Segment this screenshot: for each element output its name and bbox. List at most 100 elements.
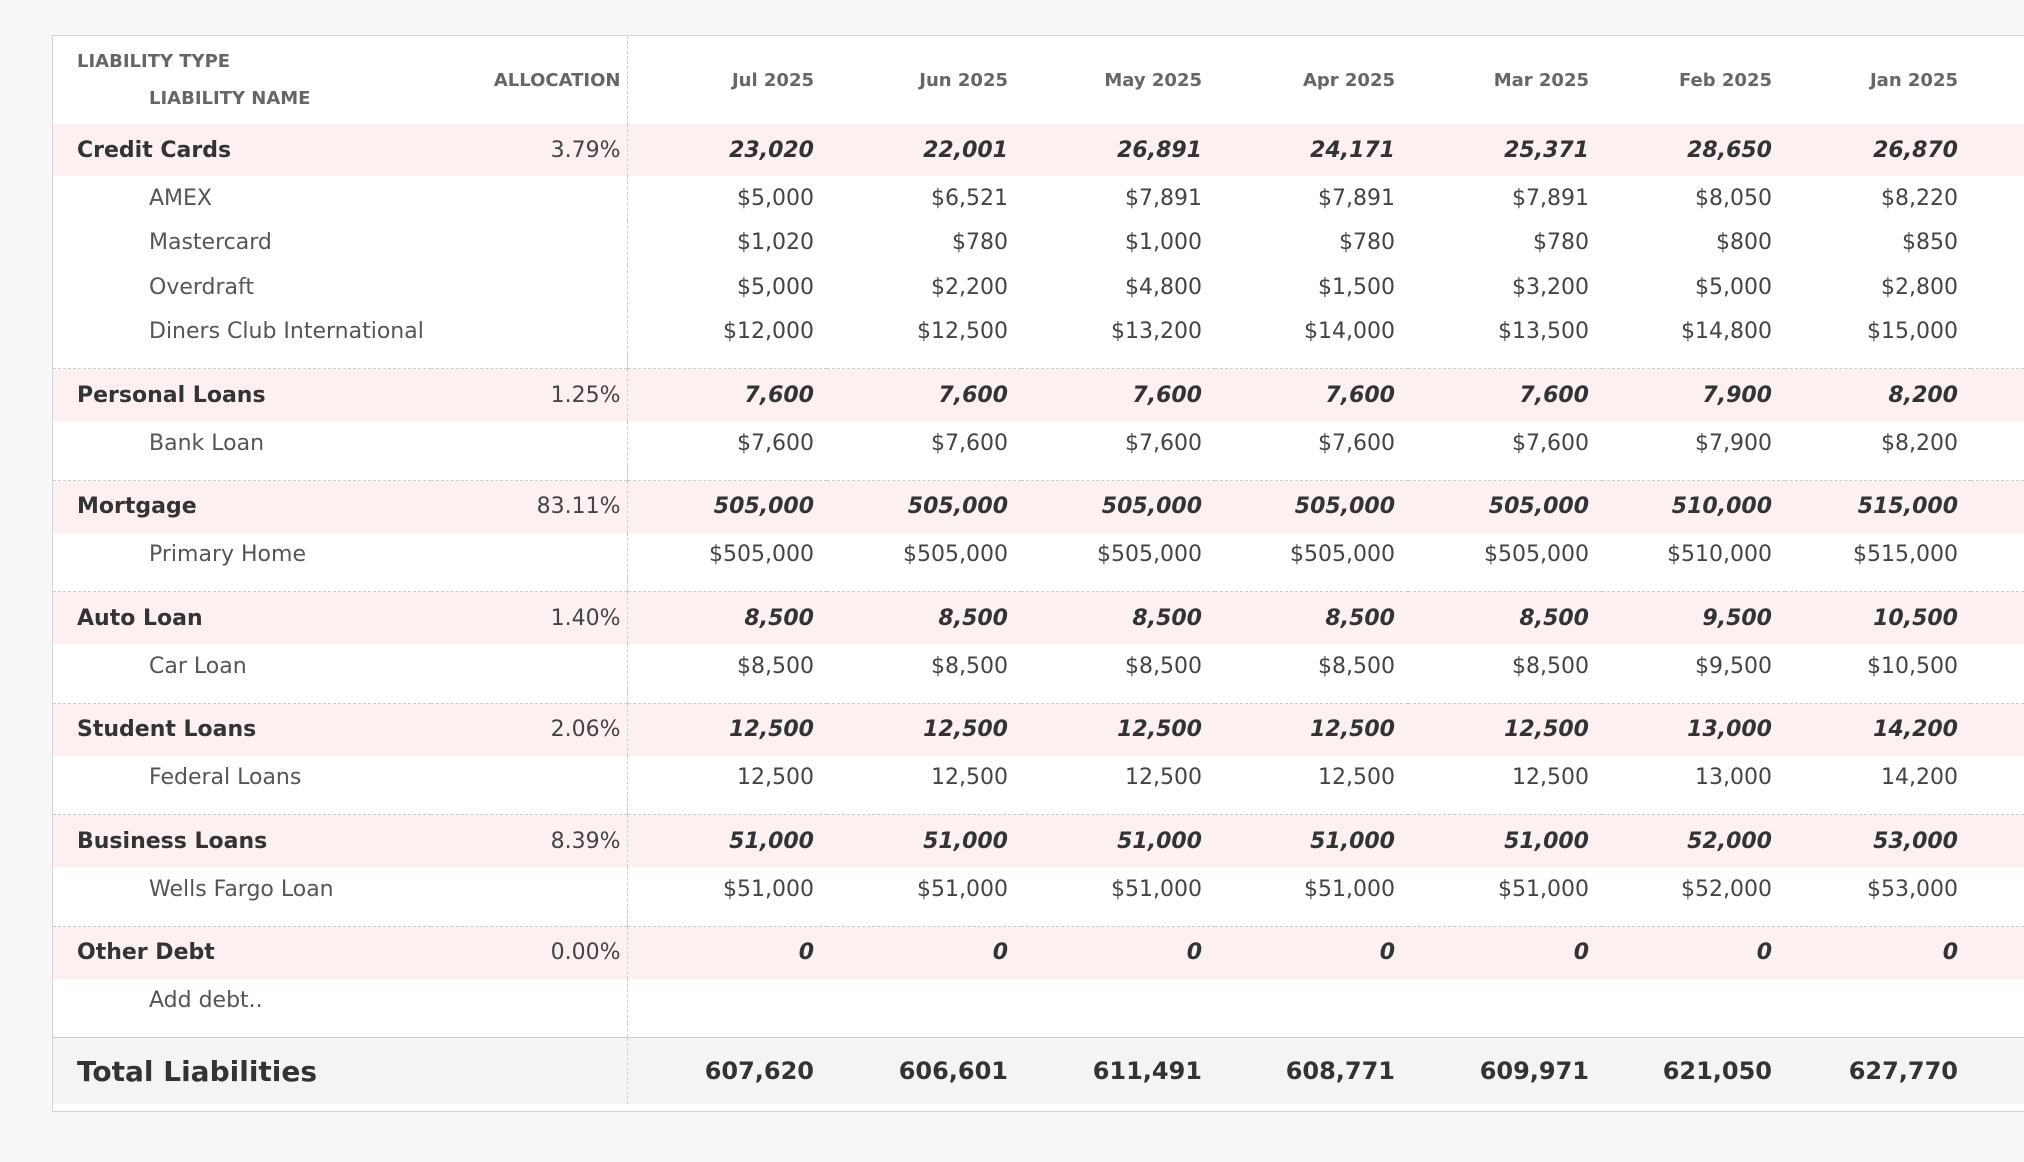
item-value: $780 [1339,230,1395,256]
group-name: Mortgage [53,479,431,533]
spacer [1408,466,1602,481]
item-value: $850 [1902,230,1958,256]
spacer [1215,577,1408,592]
total-value: 609,971 [1408,1037,1602,1104]
spacer [827,689,1021,704]
month-header: Jun 2025 [919,69,1008,91]
item-row: Bank Loan $7,600 $7,600 $7,600 $7,600 $7,600 $… [53,421,2024,466]
group-total: 7,600 [827,368,1021,421]
spacer [1602,1023,1785,1038]
empty-cell [431,867,628,912]
spacer [431,577,628,592]
item-value: $51,000 [1304,876,1395,902]
liabilities-table: LIABILITY TYPE LIABILITY NAME ALLOCATION Ju… [52,35,2024,1112]
spacer [1971,466,2024,481]
spacer [827,354,1021,369]
spacer [1785,466,1971,481]
item-value: $7,900 [1695,430,1772,456]
item-name: Mastercard [149,230,272,256]
item-value [1785,979,1971,1024]
item-value: $14,000 [1304,319,1395,345]
spacer-row [53,911,2024,927]
empty-cell [431,421,628,466]
item-value: $7,600 [1512,430,1589,456]
item-value: $12,000 [723,319,814,345]
item-value: $8,050 [1695,185,1772,211]
spacer [431,800,628,815]
item-name: AMEX [149,185,213,211]
group-total: 26,891 [1021,124,1215,176]
group-name: Student Loans [53,702,431,756]
group-total: 505,000 [1215,479,1408,533]
group-row: Auto Loan 1.40% 8,500 8,500 8,500 8,500 8,500 9… [53,591,2024,644]
spacer [1021,912,1215,927]
table: LIABILITY TYPE LIABILITY NAME ALLOCATION Ju… [53,36,2024,1104]
empty-cell [431,755,628,800]
spacer [1785,689,1971,704]
spacer [1408,1023,1602,1038]
spacer [1602,912,1785,927]
spacer [627,800,827,815]
spacer-row [53,465,2024,481]
spacer-row [53,354,2024,369]
item-name: Overdraft [149,274,255,300]
add-debt-link[interactable]: Add debt.. [149,988,263,1014]
empty-cell [431,978,628,1023]
item-value: $52,000 [1681,876,1772,902]
spacer-row [53,800,2024,815]
group-total: 12,500 [1215,702,1408,756]
item-value: $14,800 [1681,319,1772,345]
spacer [1785,354,1971,369]
item-value: $780 [952,230,1008,256]
item-value: $7,600 [1318,430,1395,456]
empty-cell [431,265,628,310]
header-label: LIABILITY TYPE [77,51,231,72]
filler [1971,867,2024,912]
total-value: 607,620 [627,1037,827,1104]
spacer [431,354,628,369]
spacer [1971,912,2024,927]
group-total: 23,020 [627,124,827,176]
spacer [627,354,827,369]
month-header: Apr 2025 [1302,69,1395,91]
group-total: 22,001 [827,124,1021,176]
empty-cell [431,532,628,577]
item-value: $505,000 [1097,542,1202,568]
item-value: $5,000 [1695,274,1772,300]
group-total: 0 [1215,925,1408,979]
group-total: 28,650 [1602,124,1785,176]
empty-cell [431,1037,628,1104]
spacer [627,912,827,927]
item-value: $15,000 [1867,319,1958,345]
group-total: 9,500 [1602,591,1785,644]
group-total: 8,500 [827,591,1021,644]
group-total: 0 [627,925,827,979]
item-value: 13,000 [1695,765,1772,791]
group-total: 505,000 [1408,479,1602,533]
spacer [1408,800,1602,815]
spacer [1021,466,1215,481]
header-label: LIABILITY NAME [149,88,311,109]
spacer-row [53,577,2024,592]
spacer [53,1023,431,1038]
item-value: $8,500 [737,653,814,679]
item-value: $12,500 [917,319,1008,345]
filler [1971,591,2024,644]
spacer-row [53,1023,2024,1038]
spacer [1408,689,1602,704]
spacer [1021,354,1215,369]
spacer [1021,577,1215,592]
group-total: 510,000 [1602,479,1785,533]
total-value: 627,770 [1785,1037,1971,1104]
item-value: $505,000 [903,542,1008,568]
spacer [827,800,1021,815]
item-name: Federal Loans [149,765,302,791]
group-total: 12,500 [827,702,1021,756]
group-allocation: 2.06% [431,702,628,756]
group-name: Personal Loans [53,368,431,421]
group-total: 515,000 [1785,479,1971,533]
spacer [53,466,431,481]
group-total: 505,000 [1021,479,1215,533]
